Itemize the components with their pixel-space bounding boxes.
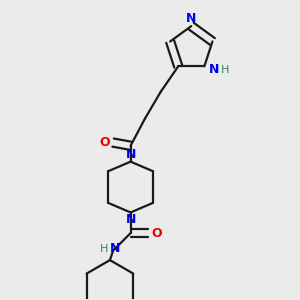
Text: O: O <box>100 136 110 149</box>
Text: N: N <box>186 12 196 25</box>
Text: N: N <box>125 148 136 161</box>
Text: H: H <box>99 244 108 254</box>
Text: O: O <box>152 226 162 240</box>
Text: N: N <box>209 63 219 76</box>
Text: N: N <box>110 242 120 256</box>
Text: N: N <box>125 213 136 226</box>
Text: H: H <box>221 64 229 74</box>
